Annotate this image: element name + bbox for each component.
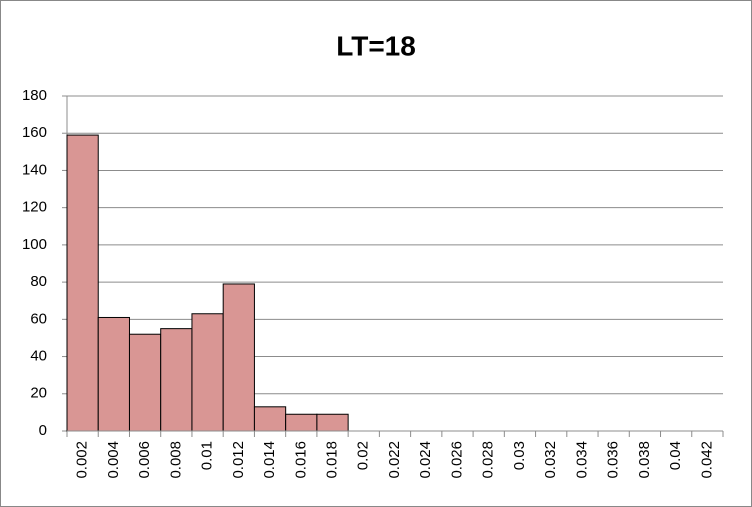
x-tick-label: 0.012 [230,441,247,479]
x-tick-label: 0.024 [417,441,434,479]
y-tick-label: 160 [22,124,47,141]
bar [253,406,287,432]
x-tick-label: 0.008 [167,441,184,479]
y-tick-label: 40 [30,348,47,365]
x-tick-label: 0.002 [74,441,91,479]
x-tick-label: 0.032 [542,441,559,479]
bar [222,283,255,432]
y-tick-label: 120 [22,199,47,216]
x-tick-label: 0.01 [199,441,216,470]
bar [191,313,224,432]
bar [97,316,130,432]
y-tick-label: 80 [30,273,47,290]
x-tick-label: 0.018 [323,441,340,479]
x-tick-label: 0.02 [355,441,372,470]
y-tick-label: 140 [22,161,47,178]
x-tick-label: 0.022 [386,441,403,479]
chart-title: LT=18 [336,30,416,61]
bar [285,413,318,432]
x-tick-label: 0.038 [636,441,653,479]
y-tick-label: 100 [22,236,47,253]
x-tick-label: 0.026 [448,441,465,479]
x-tick-label: 0.004 [105,441,122,479]
y-tick-label: 20 [30,385,47,402]
x-tick-label: 0.016 [292,441,309,479]
x-tick-label: 0.03 [511,441,528,470]
bar [128,333,162,432]
x-tick-label: 0.034 [573,441,590,479]
x-tick-label: 0.036 [605,441,622,479]
y-tick-label: 0 [39,422,47,439]
x-tick-label: 0.006 [136,441,153,479]
x-tick-label: 0.042 [698,441,715,479]
bar [316,413,349,432]
x-tick-label: 0.028 [480,441,497,479]
x-tick-label: 0.014 [261,441,278,479]
x-tick-label: 0.04 [667,441,684,470]
y-tick-label: 60 [30,310,47,327]
bar [160,328,193,432]
y-tick-label: 180 [22,87,47,104]
bar [66,134,99,432]
